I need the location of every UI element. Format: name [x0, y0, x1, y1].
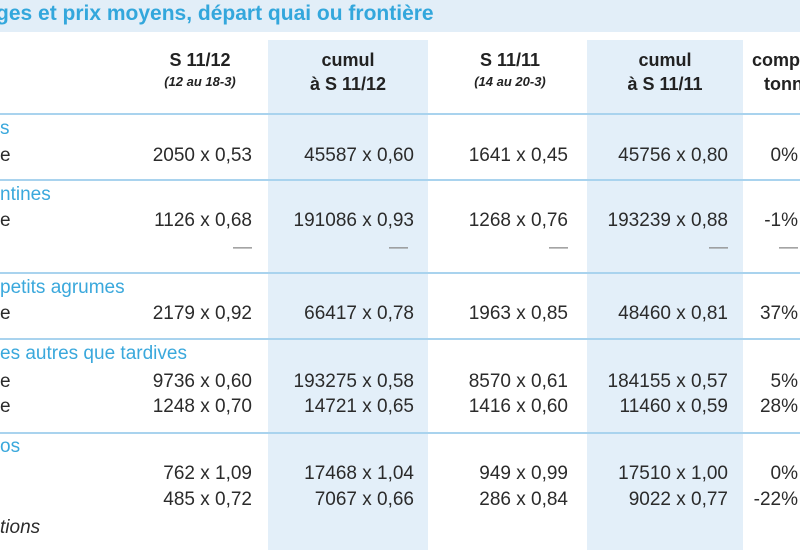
table-cell: 184155 x 0,57	[607, 371, 728, 392]
section-divider	[0, 179, 800, 181]
table-cell-dash: —	[779, 237, 798, 258]
column-header-label: S 11/11	[479, 50, 541, 70]
table-cell: 193275 x 0,58	[293, 371, 414, 392]
table-cell: 1963 x 0,85	[468, 303, 568, 324]
table-cell: 1268 x 0,76	[468, 210, 568, 231]
column-header-sub: (12 au 18-3)	[164, 74, 236, 89]
table-cell: 48460 x 0,81	[618, 303, 728, 324]
table-cell-dash: —	[389, 237, 408, 258]
table-cell: 1416 x 0,60	[468, 396, 568, 417]
section-divider	[0, 432, 800, 434]
section-title: petits agrumes	[0, 277, 125, 298]
table-cell: 9022 x 0,77	[628, 489, 728, 510]
column-header-label: comp	[752, 50, 800, 70]
table-cell-dash: —	[709, 237, 728, 258]
table-cell: 2050 x 0,53	[152, 145, 252, 166]
table-cell: 66417 x 0,78	[304, 303, 414, 324]
row-label: e	[0, 303, 11, 324]
column-header-cumul-s1112: cumul à S 11/12	[268, 48, 428, 96]
table-cell: 17468 x 1,04	[304, 463, 414, 484]
row-label: e	[0, 145, 11, 166]
column-header-label: cumul	[638, 50, 692, 70]
table-cell: 193239 x 0,88	[607, 210, 728, 231]
table-cell: 17510 x 1,00	[618, 463, 728, 484]
column-header-s1111: S 11/11 (14 au 20-3)	[460, 48, 560, 92]
column-header-sub: tonn	[764, 74, 800, 94]
table-cell: 5%	[770, 371, 798, 392]
table-cell-dash: —	[233, 237, 252, 258]
column-header-label: cumul	[321, 50, 375, 70]
table-cell: 1641 x 0,45	[468, 145, 568, 166]
row-label: e	[0, 396, 11, 417]
table-cell: 191086 x 0,93	[293, 210, 414, 231]
section-title: ntines	[0, 184, 51, 205]
table-cell: 45756 x 0,80	[618, 145, 728, 166]
table-cell: 286 x 0,84	[479, 489, 568, 510]
section-divider	[0, 272, 800, 274]
section-divider	[0, 113, 800, 115]
column-header-label: S 11/12	[169, 50, 231, 70]
column-header-comparison: comp tonn	[752, 48, 800, 96]
column-shade-cumul-1	[268, 40, 428, 550]
section-title: es autres que tardives	[0, 343, 187, 364]
table-cell: 762 x 1,09	[163, 463, 252, 484]
row-label: e	[0, 210, 11, 231]
table-cell: 2179 x 0,92	[152, 303, 252, 324]
table-cell: 37%	[759, 303, 798, 324]
column-header-sub: (14 au 20-3)	[474, 74, 546, 89]
row-label: e	[0, 371, 11, 392]
table-cell: 0%	[770, 463, 798, 484]
footnote: tions	[0, 517, 41, 538]
table-cell: 7067 x 0,66	[314, 489, 414, 510]
table-cell: 28%	[759, 396, 798, 417]
table-cell: -1%	[764, 210, 798, 231]
table-cell: -22%	[753, 489, 798, 510]
column-header-sub: à S 11/11	[627, 74, 703, 94]
column-header-sub: à S 11/12	[309, 74, 387, 94]
column-header-cumul-s1111: cumul à S 11/11	[587, 48, 743, 96]
table-title: ges et prix moyens, départ quai ou front…	[0, 2, 434, 25]
table-cell: 14721 x 0,65	[304, 396, 414, 417]
table-cell: 485 x 0,72	[163, 489, 252, 510]
table-cell: 9736 x 0,60	[152, 371, 252, 392]
table-cell: 1126 x 0,68	[154, 210, 252, 231]
table-cell: 8570 x 0,61	[468, 371, 568, 392]
table-cell: 11460 x 0,59	[619, 396, 728, 417]
table-cell: 0%	[770, 145, 798, 166]
section-divider	[0, 338, 800, 340]
table-cell: 949 x 0,99	[479, 463, 568, 484]
table-cell-dash: —	[549, 237, 568, 258]
section-title: os	[0, 436, 21, 457]
column-shade-cumul-2	[587, 40, 743, 550]
column-header-s1112: S 11/12 (12 au 18-3)	[150, 48, 250, 92]
title-bar: ges et prix moyens, départ quai ou front…	[0, 0, 800, 32]
table-cell: 45587 x 0,60	[304, 145, 414, 166]
section-title: s	[0, 118, 10, 139]
table-cell: 1248 x 0,70	[152, 396, 252, 417]
